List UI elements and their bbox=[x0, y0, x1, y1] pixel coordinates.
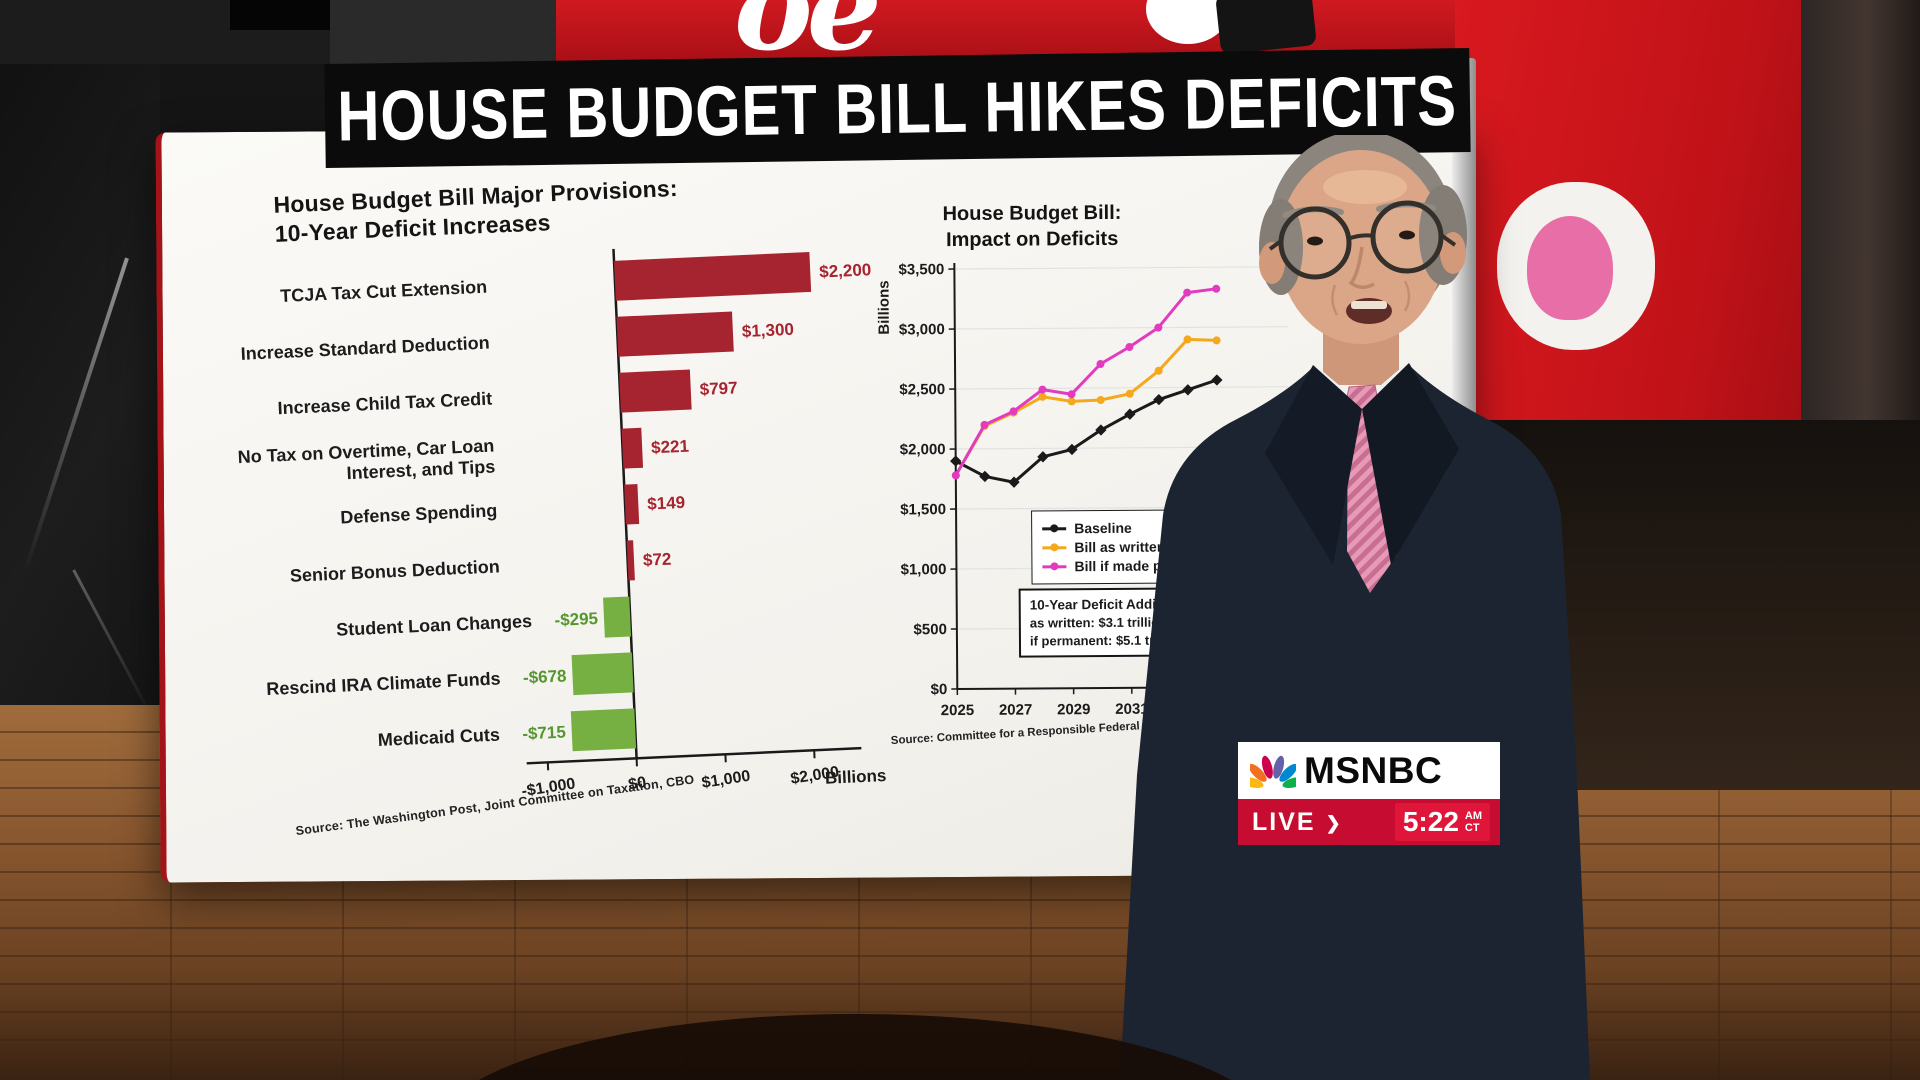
glasses-arm bbox=[1439, 233, 1457, 247]
svg-text:2029: 2029 bbox=[1057, 701, 1090, 718]
svg-text:Billions: Billions bbox=[875, 280, 892, 334]
presenter-teeth bbox=[1351, 301, 1387, 309]
bar-chart: House Budget Bill Major Provisions: 10-Y… bbox=[161, 126, 1036, 882]
svg-text:$3,000: $3,000 bbox=[899, 321, 945, 338]
studio-right-red-panel bbox=[1455, 0, 1920, 430]
arrow-icon: ❯ bbox=[1325, 812, 1341, 833]
presenter-lapel bbox=[1265, 365, 1362, 565]
svg-text:2025: 2025 bbox=[941, 702, 974, 719]
svg-text:$149: $149 bbox=[647, 493, 686, 514]
studio-top-backdrop: oe bbox=[0, 0, 1460, 64]
network-logo-box: MSNBC bbox=[1238, 742, 1500, 799]
live-bar: LIVE ❯ 5:22 AM CT bbox=[1238, 799, 1500, 845]
glasses-bridge bbox=[1347, 233, 1375, 241]
svg-text:Rescind IRA Climate Funds: Rescind IRA Climate Funds bbox=[266, 668, 501, 699]
presenter-lapel bbox=[1362, 363, 1459, 565]
light-streak bbox=[23, 257, 129, 573]
svg-text:$1,300: $1,300 bbox=[741, 320, 794, 341]
clock-meridiem: AM bbox=[1464, 809, 1482, 822]
svg-text:$2,000: $2,000 bbox=[900, 441, 946, 458]
svg-text:-$295: -$295 bbox=[554, 609, 598, 630]
svg-text:$0: $0 bbox=[931, 681, 948, 698]
presenter-ear bbox=[1440, 232, 1466, 274]
svg-text:-$715: -$715 bbox=[522, 723, 566, 744]
presenter-ear bbox=[1259, 242, 1285, 284]
presenter-forehead bbox=[1323, 170, 1407, 204]
svg-text:Medicaid Cuts: Medicaid Cuts bbox=[377, 725, 500, 751]
svg-text:$1,000: $1,000 bbox=[701, 768, 752, 792]
light-streak bbox=[72, 569, 155, 721]
svg-text:Senior Bonus Deduction: Senior Bonus Deduction bbox=[289, 556, 500, 586]
glasses-arm bbox=[1268, 239, 1283, 251]
svg-text:$797: $797 bbox=[699, 378, 738, 399]
network-name: MSNBC bbox=[1304, 749, 1443, 791]
svg-text:$3,500: $3,500 bbox=[898, 261, 944, 278]
studio-panel bbox=[330, 0, 556, 64]
svg-text:$221: $221 bbox=[651, 437, 690, 458]
svg-text:$72: $72 bbox=[643, 550, 672, 570]
svg-text:Defense Spending: Defense Spending bbox=[340, 500, 498, 527]
svg-text:$1,500: $1,500 bbox=[900, 501, 946, 518]
clock-time: 5:22 bbox=[1402, 806, 1459, 837]
presenter-tie bbox=[1347, 413, 1397, 593]
peacock-icon bbox=[1250, 755, 1296, 788]
bar-chart-plot: -$1,000 $0 $1,000 $2,000Billions$2,200TCJA … bbox=[237, 248, 887, 800]
presenter-cheek-line bbox=[1331, 284, 1339, 316]
presenter-eye bbox=[1399, 230, 1415, 240]
presenter-suit bbox=[1120, 363, 1590, 1080]
presenter-nose bbox=[1348, 246, 1375, 289]
network-bug: MSNBC LIVE ❯ 5:22 AM CT bbox=[1238, 742, 1500, 845]
presenter-eye bbox=[1307, 236, 1323, 246]
clock: 5:22 AM CT bbox=[1394, 803, 1490, 841]
svg-text:Billions: Billions bbox=[825, 766, 887, 788]
svg-text:$2,500: $2,500 bbox=[899, 381, 945, 398]
presenter bbox=[1120, 135, 1590, 1080]
live-label: LIVE bbox=[1252, 807, 1316, 836]
svg-text:Student Loan Changes: Student Loan Changes bbox=[336, 611, 533, 640]
studio-window-frame bbox=[1801, 0, 1920, 430]
studio-panel bbox=[230, 0, 330, 30]
clock-timezone: CT bbox=[1464, 822, 1480, 834]
morning-joe-logo-fragment: oe bbox=[734, 0, 882, 64]
svg-text:-$678: -$678 bbox=[523, 666, 567, 687]
svg-text:Increase Standard Deduction: Increase Standard Deduction bbox=[240, 333, 490, 364]
mug-heart-shape bbox=[1527, 216, 1613, 320]
svg-text:TCJA Tax Cut Extension: TCJA Tax Cut Extension bbox=[280, 277, 488, 306]
presenter-cheek-line bbox=[1403, 280, 1411, 312]
svg-text:Increase Child Tax Credit: Increase Child Tax Credit bbox=[277, 389, 492, 419]
svg-text:$2,200: $2,200 bbox=[819, 260, 872, 281]
bar-chart-title: House Budget Bill Major Provisions: 10-Y… bbox=[272, 174, 679, 247]
svg-text:2027: 2027 bbox=[999, 701, 1032, 718]
svg-text:2031: 2031 bbox=[1115, 701, 1148, 718]
svg-text:$1,000: $1,000 bbox=[901, 561, 947, 578]
svg-text:$500: $500 bbox=[913, 621, 946, 638]
logo-shape bbox=[1215, 0, 1317, 55]
morning-joe-mug-logo bbox=[1497, 182, 1655, 350]
svg-text:$0: $0 bbox=[627, 774, 647, 793]
